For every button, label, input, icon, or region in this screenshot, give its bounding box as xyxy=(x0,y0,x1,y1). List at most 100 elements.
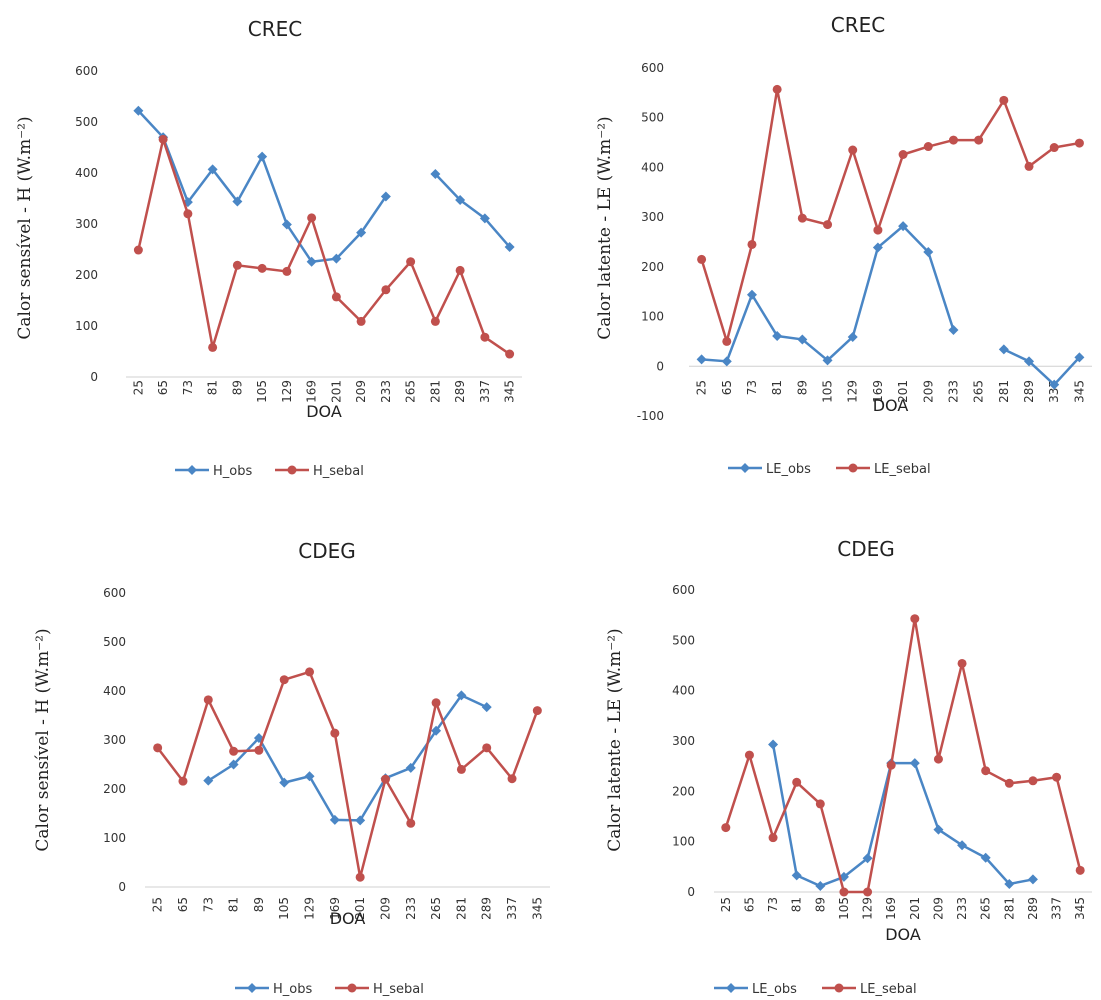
data-point xyxy=(228,759,239,770)
x-tick-label: 89 xyxy=(230,380,244,395)
data-point xyxy=(823,220,833,230)
x-tick-label: 89 xyxy=(795,380,809,395)
data-point xyxy=(797,213,807,223)
x-tick-label: 345 xyxy=(503,380,517,403)
legend: H_obs H_sebal xyxy=(175,464,364,479)
data-point xyxy=(772,330,783,341)
y-tick-label: 600 xyxy=(641,61,664,75)
data-point xyxy=(430,316,440,326)
x-tick-label: 81 xyxy=(227,897,241,912)
x-tick-label: 281 xyxy=(1002,897,1016,920)
data-point xyxy=(1027,874,1038,885)
data-point xyxy=(1049,379,1060,390)
data-point xyxy=(923,142,933,152)
data-point xyxy=(329,814,340,825)
x-tick-label: 233 xyxy=(955,897,969,920)
data-point xyxy=(254,745,264,755)
y-tick-label: 100 xyxy=(672,835,695,849)
data-point xyxy=(257,263,267,273)
data-point xyxy=(504,241,515,252)
x-tick-label: 209 xyxy=(921,380,935,403)
data-point xyxy=(207,164,218,175)
data-point xyxy=(133,245,143,255)
y-axis-label: Calor latente - LE (W.m⁻²) xyxy=(595,116,615,339)
x-tick-label: 201 xyxy=(896,380,910,403)
x-axis-label: DOA xyxy=(873,396,909,415)
x-tick-label: 289 xyxy=(480,897,494,920)
y-tick-label: 300 xyxy=(641,210,664,224)
y-tick-label: 500 xyxy=(75,115,98,129)
x-tick-label: 233 xyxy=(404,897,418,920)
series-LE_sebal xyxy=(721,614,1085,897)
legend: LE_obs LE_sebal xyxy=(728,462,931,477)
y-tick-label: 200 xyxy=(75,268,98,282)
legend: H_obs H_sebal xyxy=(235,982,424,997)
x-tick-label: 65 xyxy=(720,380,734,395)
y-tick-label: 300 xyxy=(103,733,126,747)
x-axis-label: DOA xyxy=(330,909,366,928)
y-tick-label: 200 xyxy=(103,782,126,796)
chart-panel-2: CREC Calor latente - LE (W.m⁻²) -100 0 100 20… xyxy=(595,13,1092,477)
data-point xyxy=(792,777,802,787)
data-point xyxy=(873,225,883,235)
data-point xyxy=(480,332,490,342)
data-point xyxy=(282,266,292,276)
chart-title: CREC xyxy=(248,17,302,41)
chart-title: CDEG xyxy=(298,539,356,563)
data-point xyxy=(306,256,317,267)
x-tick-label: 65 xyxy=(742,897,756,912)
y-tick-label: 500 xyxy=(672,633,695,647)
x-tick-label: 201 xyxy=(329,380,343,403)
legend-marker xyxy=(834,983,844,993)
data-point xyxy=(886,760,896,770)
data-point xyxy=(948,324,959,335)
x-tick-label: 281 xyxy=(997,380,1011,403)
x-tick-label: 345 xyxy=(1072,380,1086,403)
data-point xyxy=(1052,772,1062,782)
x-tick-label: 129 xyxy=(861,897,875,920)
legend-label: H_obs xyxy=(273,982,312,997)
x-tick-label: 169 xyxy=(328,897,342,920)
y-tick-label: 400 xyxy=(641,160,664,174)
y-axis-label: Calor sensível - H (W.m⁻²) xyxy=(15,116,35,339)
x-tick-label: 81 xyxy=(790,897,804,912)
x-tick-label: 209 xyxy=(378,897,392,920)
data-point xyxy=(356,227,367,238)
series-LE_obs xyxy=(768,739,1038,891)
series-line xyxy=(156,670,539,879)
y-tick-label: 500 xyxy=(641,111,664,125)
data-point xyxy=(279,675,289,685)
y-tick-label: 400 xyxy=(672,684,695,698)
data-point xyxy=(791,870,802,881)
series-line xyxy=(207,694,488,822)
x-tick-label: 73 xyxy=(745,380,759,395)
data-point xyxy=(532,706,542,716)
data-point xyxy=(839,887,849,897)
data-point xyxy=(1074,352,1085,363)
data-point xyxy=(430,169,441,180)
series-line xyxy=(434,173,511,248)
y-tick-label: 100 xyxy=(641,310,664,324)
x-tick-label: 73 xyxy=(181,380,195,395)
series-line xyxy=(700,88,1080,343)
legend-label: LE_obs xyxy=(766,462,811,477)
data-point xyxy=(431,725,442,736)
data-point xyxy=(406,818,416,828)
data-point xyxy=(772,84,782,94)
data-point xyxy=(482,743,492,753)
data-point xyxy=(815,880,826,891)
y-axis-label: Calor sensível - H (W.m⁻²) xyxy=(33,628,53,851)
y-tick-label: 0 xyxy=(687,885,695,899)
data-point xyxy=(822,355,833,366)
x-tick-label: 169 xyxy=(305,380,319,403)
x-tick-label: 345 xyxy=(530,897,544,920)
legend-marker xyxy=(187,465,197,475)
data-point xyxy=(355,815,366,826)
y-tick-label: 100 xyxy=(75,319,98,333)
data-point xyxy=(980,852,991,863)
y-tick-label: 200 xyxy=(641,260,664,274)
legend-marker xyxy=(287,465,297,475)
legend-marker xyxy=(726,983,736,993)
series-line xyxy=(771,744,1034,888)
y-tick-label: 100 xyxy=(103,831,126,845)
